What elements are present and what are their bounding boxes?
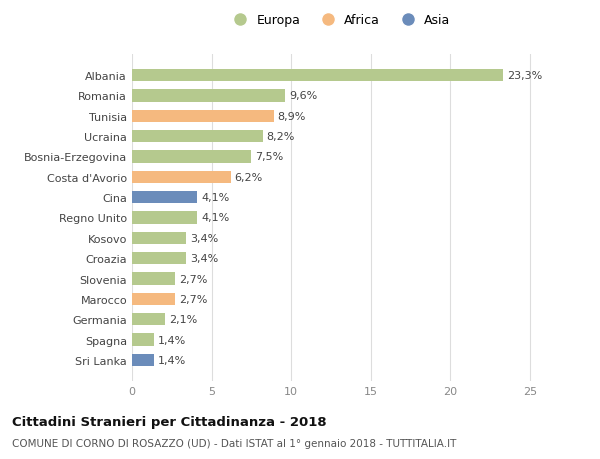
Text: 1,4%: 1,4%: [158, 355, 187, 365]
Text: 1,4%: 1,4%: [158, 335, 187, 345]
Text: 8,2%: 8,2%: [266, 132, 295, 142]
Bar: [132, 252, 186, 265]
Bar: [132, 212, 197, 224]
Bar: [132, 151, 251, 163]
Bar: [132, 90, 285, 102]
Text: 4,1%: 4,1%: [201, 193, 230, 203]
Bar: [132, 111, 274, 123]
Bar: [132, 273, 175, 285]
Bar: [132, 232, 186, 244]
Bar: [132, 70, 503, 82]
Text: 23,3%: 23,3%: [507, 71, 542, 81]
Bar: [132, 354, 154, 366]
Bar: [132, 293, 175, 305]
Text: 7,5%: 7,5%: [256, 152, 284, 162]
Text: 6,2%: 6,2%: [235, 173, 263, 182]
Text: 2,7%: 2,7%: [179, 294, 208, 304]
Text: 2,7%: 2,7%: [179, 274, 208, 284]
Legend: Europa, Africa, Asia: Europa, Africa, Asia: [223, 9, 455, 32]
Text: COMUNE DI CORNO DI ROSAZZO (UD) - Dati ISTAT al 1° gennaio 2018 - TUTTITALIA.IT: COMUNE DI CORNO DI ROSAZZO (UD) - Dati I…: [12, 438, 457, 448]
Text: 8,9%: 8,9%: [278, 112, 306, 122]
Text: Cittadini Stranieri per Cittadinanza - 2018: Cittadini Stranieri per Cittadinanza - 2…: [12, 415, 326, 428]
Text: 2,1%: 2,1%: [169, 314, 197, 325]
Text: 4,1%: 4,1%: [201, 213, 230, 223]
Bar: [132, 334, 154, 346]
Text: 3,4%: 3,4%: [190, 254, 218, 263]
Bar: [132, 131, 263, 143]
Bar: [132, 171, 231, 184]
Bar: [132, 192, 197, 204]
Text: 9,6%: 9,6%: [289, 91, 317, 101]
Text: 3,4%: 3,4%: [190, 233, 218, 243]
Bar: [132, 313, 166, 325]
